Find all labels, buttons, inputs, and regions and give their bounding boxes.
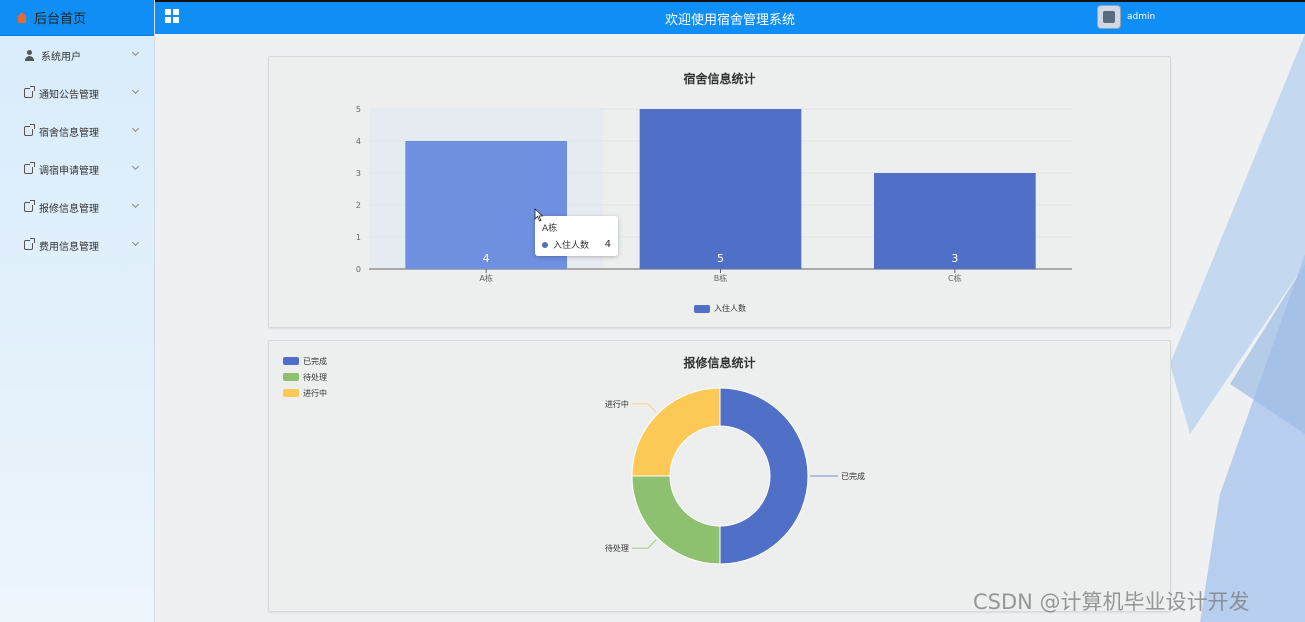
sidebar: 后台首页 系统用户 通知公告管理 宿舍信息管理 调宿申请管理 报修信息管理 (0, 0, 155, 622)
legend-item[interactable]: 已完成 (283, 353, 327, 369)
mouse-cursor-icon (534, 208, 544, 222)
sidebar-menu: 系统用户 通知公告管理 宿舍信息管理 调宿申请管理 报修信息管理 费用信息管理 (0, 36, 154, 264)
tooltip-title: A栋 (542, 224, 558, 234)
label-leader-line (631, 539, 657, 549)
chevron-down-icon (131, 200, 140, 209)
document-icon (24, 162, 35, 174)
bar-data-label: 5 (717, 252, 724, 265)
document-icon (24, 238, 35, 250)
legend-label: 已完成 (303, 356, 327, 366)
bar-data-label: 4 (483, 252, 490, 265)
sidebar-item-label: 系统用户 (41, 51, 81, 63)
legend-label: 待处理 (303, 372, 327, 382)
donut-slice (719, 387, 809, 565)
legend-swatch (283, 373, 299, 381)
sidebar-item-label: 通知公告管理 (39, 89, 99, 101)
watermark: CSDN @计算机毕业设计开发 (973, 590, 1250, 614)
y-tick-label: 5 (356, 105, 361, 114)
chevron-down-icon (131, 86, 140, 95)
legend-swatch (694, 304, 710, 313)
sidebar-item-label: 费用信息管理 (39, 241, 99, 253)
y-tick-label: 1 (356, 233, 361, 242)
sidebar-item-label: 宿舍信息管理 (39, 127, 99, 139)
chart-title: 宿舍信息统计 (683, 72, 756, 86)
sidebar-item-label: 报修信息管理 (39, 203, 99, 215)
slice-label: 待处理 (605, 543, 629, 553)
grid-menu-icon[interactable] (165, 9, 179, 23)
legend-swatch (283, 357, 299, 365)
user-icon (24, 49, 35, 61)
chevron-down-icon (131, 162, 140, 171)
chevron-down-icon (131, 48, 140, 57)
sidebar-item-repairs[interactable]: 报修信息管理 (0, 188, 154, 226)
legend-label: 进行中 (303, 388, 327, 398)
sidebar-home[interactable]: 后台首页 (0, 0, 154, 36)
legend-swatch (283, 389, 299, 397)
document-icon (24, 124, 35, 136)
background-decoration (1170, 34, 1305, 622)
x-tick-label: B栋 (714, 273, 728, 283)
legend-item[interactable]: 进行中 (283, 385, 327, 401)
bar (639, 109, 802, 269)
repair-stats-panel: 报修信息统计 已完成 待处理 进行中 已完成 待处理 进行中 (268, 340, 1171, 612)
sidebar-item-dorm-info[interactable]: 宿舍信息管理 (0, 112, 154, 150)
bar (873, 173, 1036, 269)
sidebar-item-notices[interactable]: 通知公告管理 (0, 74, 154, 112)
slice-label: 进行中 (605, 399, 629, 409)
y-tick-label: 2 (356, 201, 361, 210)
label-leader-line (631, 403, 657, 413)
y-tick-label: 3 (356, 169, 361, 178)
bar-data-label: 3 (951, 252, 958, 265)
chart-title: 报修信息统计 (683, 356, 756, 370)
sidebar-item-label: 调宿申请管理 (39, 165, 99, 177)
slice-label: 已完成 (841, 471, 865, 481)
legend-item[interactable]: 待处理 (283, 369, 327, 385)
pie-legend: 已完成 待处理 进行中 (283, 353, 327, 401)
dorm-stats-panel: 宿舍信息统计 0 1 2 3 4 5 4 A栋 5 B栋 3 C栋 A栋 入住人数 4 入住人数 (268, 56, 1171, 328)
sidebar-item-system-users[interactable]: 系统用户 (0, 36, 154, 74)
chart-legend[interactable]: 入住人数 (694, 303, 746, 314)
sidebar-item-fees[interactable]: 费用信息管理 (0, 226, 154, 264)
home-icon (16, 11, 28, 24)
donut-slice (631, 387, 721, 477)
sidebar-item-transfer-requests[interactable]: 调宿申请管理 (0, 150, 154, 188)
document-icon (24, 200, 35, 212)
chart-tooltip: A栋 入住人数 4 (535, 216, 618, 256)
page-title: 欢迎使用宿舍管理系统 (664, 13, 795, 28)
tooltip-series: 入住人数 (553, 241, 590, 251)
top-header: 欢迎使用宿舍管理系统 admin (155, 0, 1305, 34)
chevron-down-icon (131, 238, 140, 247)
donut-slice (631, 475, 721, 565)
avatar[interactable] (1097, 5, 1121, 29)
document-icon (24, 86, 35, 98)
username[interactable]: admin (1127, 12, 1156, 22)
sidebar-home-label: 后台首页 (34, 12, 87, 27)
tooltip-value: 4 (604, 239, 611, 250)
tooltip-dot-icon (542, 241, 548, 248)
bar-chart: 0 1 2 3 4 5 4 A栋 5 B栋 3 C栋 (356, 105, 1072, 283)
x-tick-label: A栋 (479, 273, 492, 283)
chevron-down-icon (131, 124, 140, 133)
y-tick-label: 0 (356, 265, 361, 274)
x-tick-label: C栋 (948, 273, 962, 283)
legend-label: 入住人数 (714, 304, 746, 313)
y-tick-label: 4 (356, 137, 361, 146)
